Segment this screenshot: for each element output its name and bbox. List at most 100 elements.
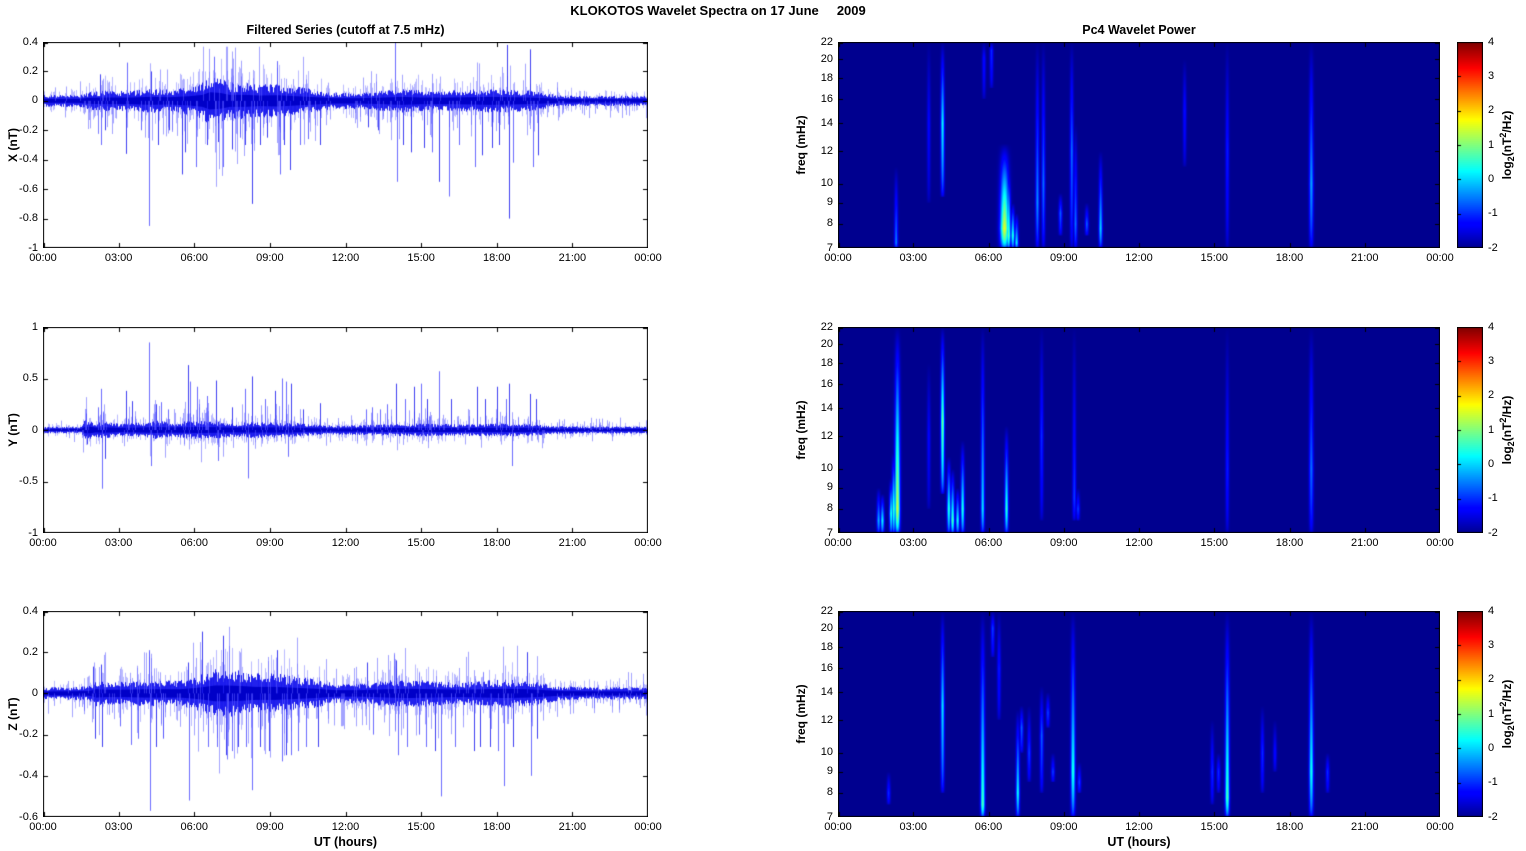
freq-tick-label: 9 [826,481,833,494]
figure-title: KLOKOTOS Wavelet Spectra on 17 June 2009 [570,3,866,18]
colorbar-z [1457,611,1483,817]
x-axis-label-left: UT (hours) [313,835,378,849]
cb-2-canvas [1457,611,1483,817]
wavelet-power-y-plot [838,327,1440,533]
x-tick-label: 12:00 [331,537,360,549]
colorbar-y [1457,327,1483,533]
colorbar-tick-label: 1 [1488,707,1495,720]
y-tick-label: -0.8 [19,212,38,225]
ts-x-canvas [43,42,648,248]
x-tick-label: 09:00 [1049,821,1078,833]
colorbar-tick-label: 3 [1488,69,1495,82]
wav-z-canvas [838,611,1440,817]
y-tick-label: -0.4 [19,769,38,782]
freq-tick-label: 16 [820,92,833,105]
x-tick-label: 00:00 [1426,821,1454,833]
y-tick-label: -0.2 [19,123,38,136]
colorbar-tick-label: 2 [1488,104,1495,117]
x-tick-label: 15:00 [1200,821,1229,833]
y-tick-label: 0 [31,94,38,107]
x-tick-label: 12:00 [1125,537,1153,549]
x-tick-label: 09:00 [1049,252,1078,264]
freq-tick-label: 10 [820,462,833,475]
x-tick-label: 21:00 [558,537,587,549]
wav-x-canvas [838,42,1440,248]
colorbar-tick-label: 0 [1488,172,1495,185]
x-tick-label: 12:00 [331,821,360,833]
freq-tick-label: 7 [826,241,833,254]
freq-tick-label: 7 [826,526,833,539]
x-tick-label: 00:00 [29,821,57,833]
x-tick-label: 03:00 [104,821,133,833]
y-tick-label: -0.6 [19,810,38,823]
x-tick-label: 18:00 [482,821,511,833]
colorbar-tick-label: 0 [1488,741,1495,754]
freq-tick-label: 20 [820,337,833,350]
x-tick-label: 00:00 [824,537,852,549]
x-tick-label: 06:00 [974,252,1003,264]
y-tick-label: 0.5 [22,372,38,384]
x-tick-label: 21:00 [558,821,587,833]
x-axis-label-right: UT (hours) [1107,835,1171,849]
freq-tick-label: 12 [820,144,833,157]
freq-tick-label: 22 [820,604,833,617]
colorbar-tick-label: -1 [1488,207,1498,220]
colorbar-tick-label: 3 [1488,354,1495,367]
freq-tick-label: 10 [820,746,833,759]
ts-z-canvas [43,611,648,817]
x-tick-label: 00:00 [634,252,662,264]
x-tick-label: 21:00 [1350,252,1379,264]
x-tick-label: 15:00 [1200,537,1229,549]
y-axis-label-z: Z (nT) [6,697,20,731]
x-tick-label: 00:00 [29,252,57,264]
x-tick-label: 12:00 [1125,252,1153,264]
x-tick-label: 03:00 [899,252,928,264]
x-tick-label: 00:00 [824,252,852,264]
y-tick-label: -0.4 [19,153,38,166]
y-tick-label: -1 [28,241,38,254]
x-tick-label: 03:00 [104,537,133,549]
left-column-title: Filtered Series (cutoff at 7.5 mHz) [246,23,445,37]
freq-tick-label: 8 [826,786,833,799]
freq-tick-label: 9 [826,765,833,778]
cb-1-canvas [1457,327,1483,533]
y-tick-label: 1 [31,320,38,333]
x-tick-label: 03:00 [899,821,928,833]
x-tick-label: 06:00 [974,537,1003,549]
x-tick-label: 06:00 [180,252,209,264]
y-tick-label: 0 [31,686,38,699]
x-tick-label: 09:00 [256,252,284,264]
x-tick-label: 06:00 [180,821,209,833]
timeseries-x-plot [43,42,648,248]
x-tick-label: 21:00 [1350,821,1379,833]
y-tick-label: -0.2 [19,728,38,741]
y-tick-label: 0.4 [22,604,38,617]
x-tick-label: 18:00 [1275,537,1304,549]
x-tick-label: 00:00 [634,821,662,833]
x-tick-label: 00:00 [29,537,57,549]
x-tick-label: 06:00 [974,821,1003,833]
freq-tick-label: 20 [820,621,833,634]
freq-tick-label: 14 [820,685,833,698]
y-tick-label: 0 [31,423,38,436]
x-tick-label: 00:00 [1426,537,1454,549]
freq-tick-label: 18 [820,71,833,84]
x-tick-label: 18:00 [1275,252,1304,264]
colorbar-tick-label: 2 [1488,389,1495,402]
y-tick-label: -1 [28,526,38,539]
timeseries-y-plot [43,327,648,533]
x-tick-label: 21:00 [1350,537,1379,549]
colorbar-tick-label: -2 [1488,810,1498,823]
y-tick-label: 0.4 [22,35,38,48]
x-tick-label: 03:00 [899,537,928,549]
x-tick-label: 00:00 [1426,252,1454,264]
colorbar-x [1457,42,1483,248]
y-tick-label: -0.5 [19,475,38,487]
colorbar-tick-label: -1 [1488,776,1498,789]
y-tick-label: -0.6 [19,182,38,195]
colorbar-tick-label: -1 [1488,492,1498,505]
colorbar-tick-label: 4 [1488,35,1495,48]
y-tick-label: 0.2 [22,645,38,658]
x-tick-label: 03:00 [104,252,133,264]
